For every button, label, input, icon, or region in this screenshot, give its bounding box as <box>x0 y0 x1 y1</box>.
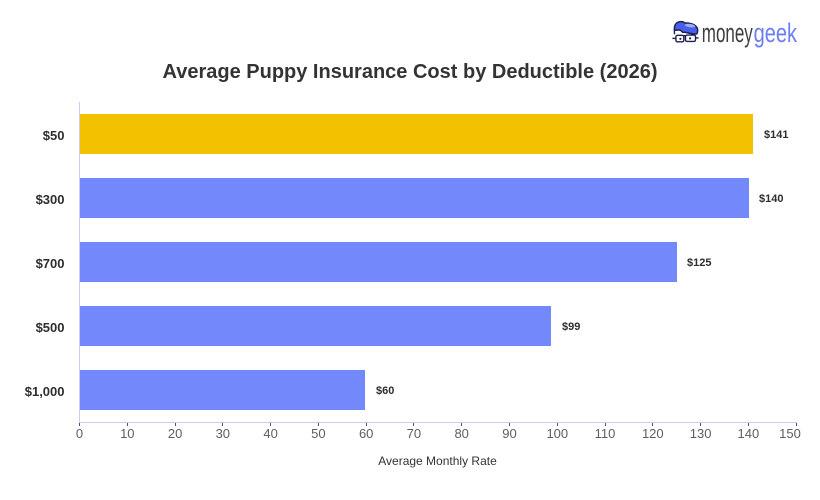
svg-text:money: money <box>702 18 753 48</box>
svg-text:geek: geek <box>754 18 798 48</box>
